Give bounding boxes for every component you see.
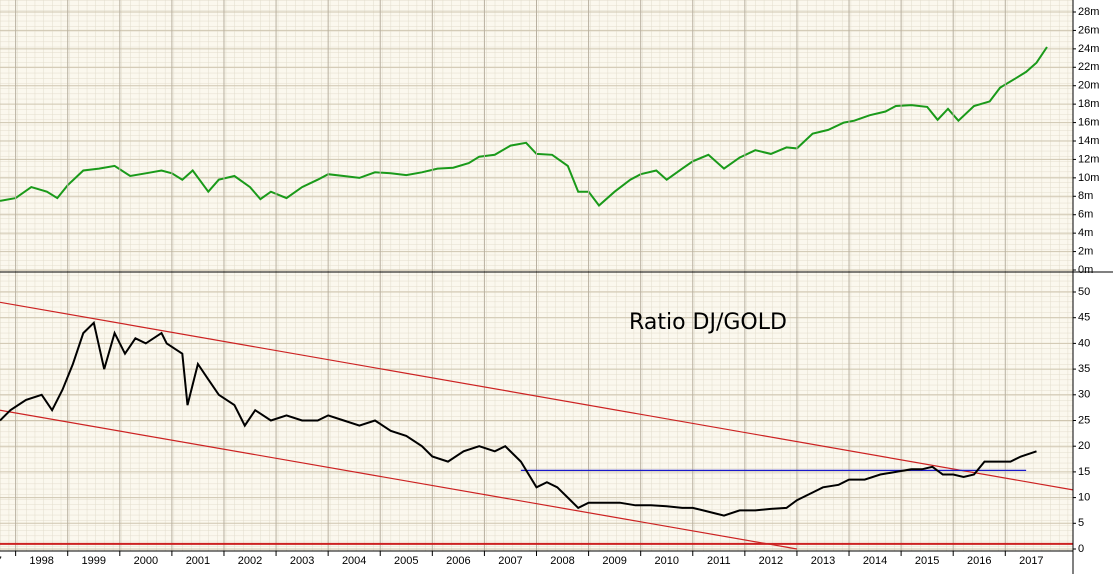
y-tick-label: 12m (1078, 153, 1099, 165)
x-tick-label: 2010 (654, 555, 678, 567)
annotation: Ratio DJ/GOLD (629, 310, 787, 335)
y-tick-label: 16m (1078, 116, 1099, 128)
x-tick-label: 2015 (915, 555, 939, 567)
x-tick-label: 2007 (498, 555, 522, 567)
x-tick-label: 2017 (1019, 555, 1043, 567)
y-tick-label: 20 (1078, 440, 1090, 452)
trend-line (0, 301, 1073, 491)
y-tick-label: 14m (1078, 135, 1099, 147)
y-tick-label: 18m (1078, 98, 1099, 110)
data-line (0, 320, 1037, 517)
axis-background (0, 551, 1073, 574)
y-tick-label: 24m (1078, 43, 1099, 55)
y-tick-label: 26m (1078, 24, 1099, 36)
trend-line (0, 409, 798, 550)
x-tick-label: 2005 (394, 555, 418, 567)
y-tick-label: 5 (1078, 517, 1084, 529)
x-tick-label: 1997 (0, 555, 2, 567)
y-tick-label: 30 (1078, 389, 1090, 401)
x-tick-label: 2014 (863, 555, 887, 567)
x-tick-label: 2000 (134, 555, 158, 567)
y-tick-label: 10m (1078, 172, 1099, 184)
x-tick-label: 2009 (602, 555, 626, 567)
x-tick-label: 2008 (550, 555, 574, 567)
y-tick-label: 40 (1078, 337, 1090, 349)
y-tick-label: 45 (1078, 312, 1090, 324)
x-tick-label: 2002 (238, 555, 262, 567)
y-tick-label: 28m (1078, 6, 1099, 18)
x-tick-label: 2006 (446, 555, 470, 567)
y-tick-label: 2m (1078, 245, 1093, 257)
axis-background (1073, 0, 1113, 574)
x-tick-label: 1998 (29, 555, 53, 567)
x-tick-label: 1999 (82, 555, 106, 567)
y-tick-label: 20m (1078, 80, 1099, 92)
y-tick-label: 0 (1078, 543, 1084, 555)
plot-layer (0, 0, 1073, 551)
x-tick-label: 2001 (186, 555, 210, 567)
x-tick-label: 2004 (342, 555, 366, 567)
y-tick-label: 50 (1078, 286, 1090, 298)
y-tick-label: 8m (1078, 190, 1093, 202)
y-tick-label: 0m (1078, 264, 1093, 276)
y-tick-label: 4m (1078, 227, 1093, 239)
y-tick-label: 6m (1078, 209, 1093, 221)
y-tick-label: 22m (1078, 61, 1099, 73)
y-tick-label: 25 (1078, 414, 1090, 426)
x-tick-label: 2013 (811, 555, 835, 567)
y-tick-label: 10 (1078, 492, 1090, 504)
x-tick-label: 2003 (290, 555, 314, 567)
x-tick-label: 2011 (707, 555, 731, 567)
y-tick-label: 15 (1078, 466, 1090, 478)
x-tick-label: 2016 (967, 555, 991, 567)
y-tick-label: 35 (1078, 363, 1090, 375)
x-tick-label: 2012 (759, 555, 783, 567)
